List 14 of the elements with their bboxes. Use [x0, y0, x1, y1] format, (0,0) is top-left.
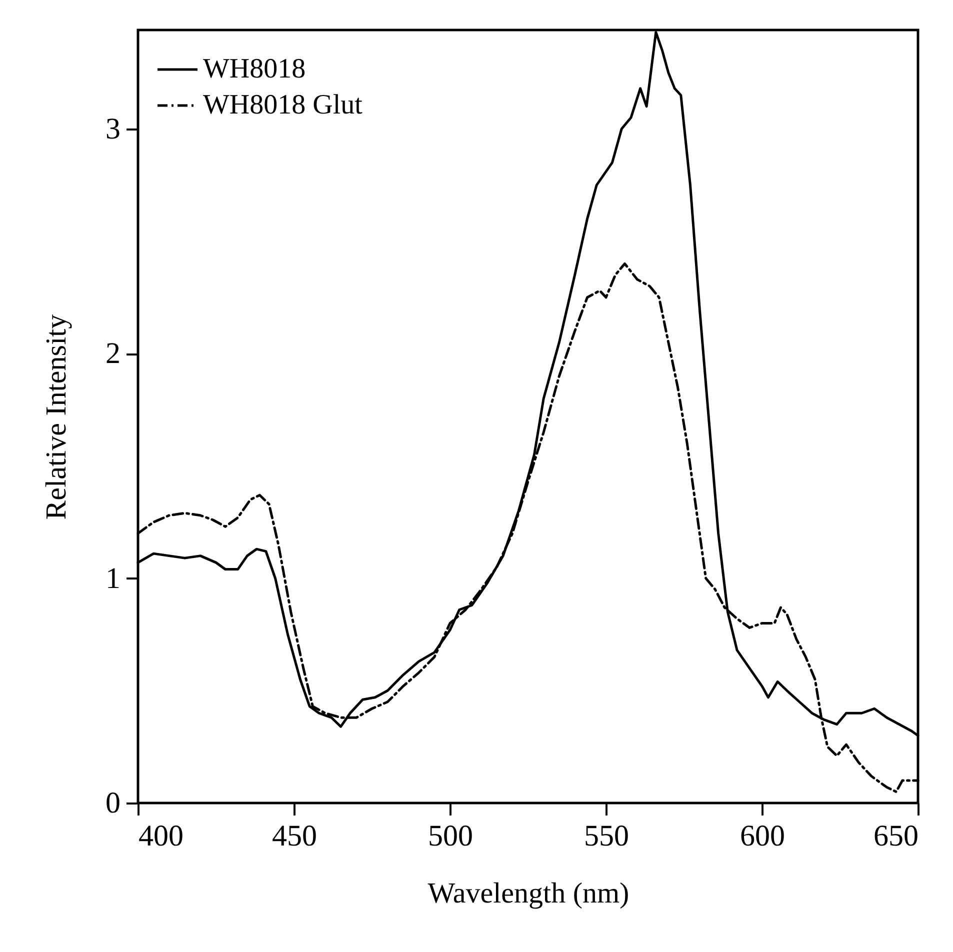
x-tick-label: 550 — [584, 820, 629, 852]
x-tick-label: 500 — [428, 820, 473, 852]
x-tick-label: 400 — [138, 820, 184, 852]
y-tick-label: 2 — [106, 337, 120, 370]
legend-label: WH8018 Glut — [203, 90, 363, 120]
x-axis-title: Wavelength (nm) — [428, 878, 630, 910]
y-tick-label: 0 — [106, 786, 120, 820]
x-tick-label: 600 — [740, 820, 785, 852]
x-tick-label: 650 — [874, 820, 918, 852]
x-tick-label: 450 — [272, 820, 317, 852]
y-axis-title: Relative Intensity — [40, 314, 72, 520]
y-tick-label: 3 — [106, 112, 120, 146]
legend-label: WH8018 — [203, 54, 306, 84]
y-tick-label: 1 — [106, 562, 120, 595]
